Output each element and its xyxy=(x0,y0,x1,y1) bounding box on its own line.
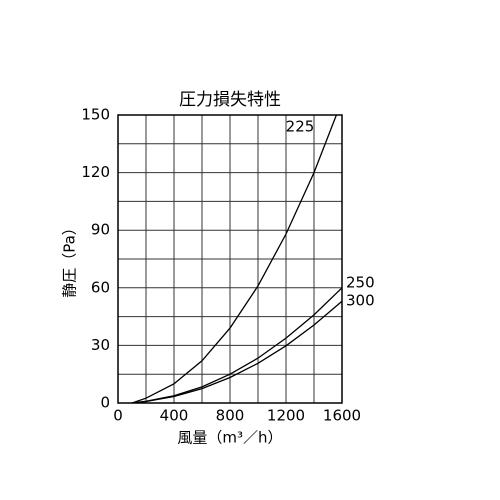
x-tick-label: 0 xyxy=(113,407,123,425)
x-tick-label: 1200 xyxy=(267,407,305,425)
x-tick-label: 1600 xyxy=(323,407,361,425)
series-line xyxy=(131,114,338,404)
x-tick-label: 400 xyxy=(160,407,189,425)
y-tick-label: 120 xyxy=(81,163,110,181)
y-axis-label: 静圧（Pa） xyxy=(61,220,79,298)
series-label: 250 xyxy=(346,274,375,292)
series-label: 300 xyxy=(346,292,375,310)
chart-title: 圧力損失特性 xyxy=(179,90,281,110)
x-tick-label: 800 xyxy=(216,407,245,425)
plot-frame xyxy=(117,114,343,404)
y-tick-label: 60 xyxy=(91,278,110,296)
y-tick-label: 0 xyxy=(100,394,110,412)
y-tick-label: 90 xyxy=(91,221,110,239)
series-line xyxy=(131,300,343,404)
y-tick-label: 30 xyxy=(91,336,110,354)
series-label: 225 xyxy=(286,118,315,136)
y-tick-label: 150 xyxy=(81,106,110,124)
x-axis-label: 風量（m³／h） xyxy=(177,429,282,447)
